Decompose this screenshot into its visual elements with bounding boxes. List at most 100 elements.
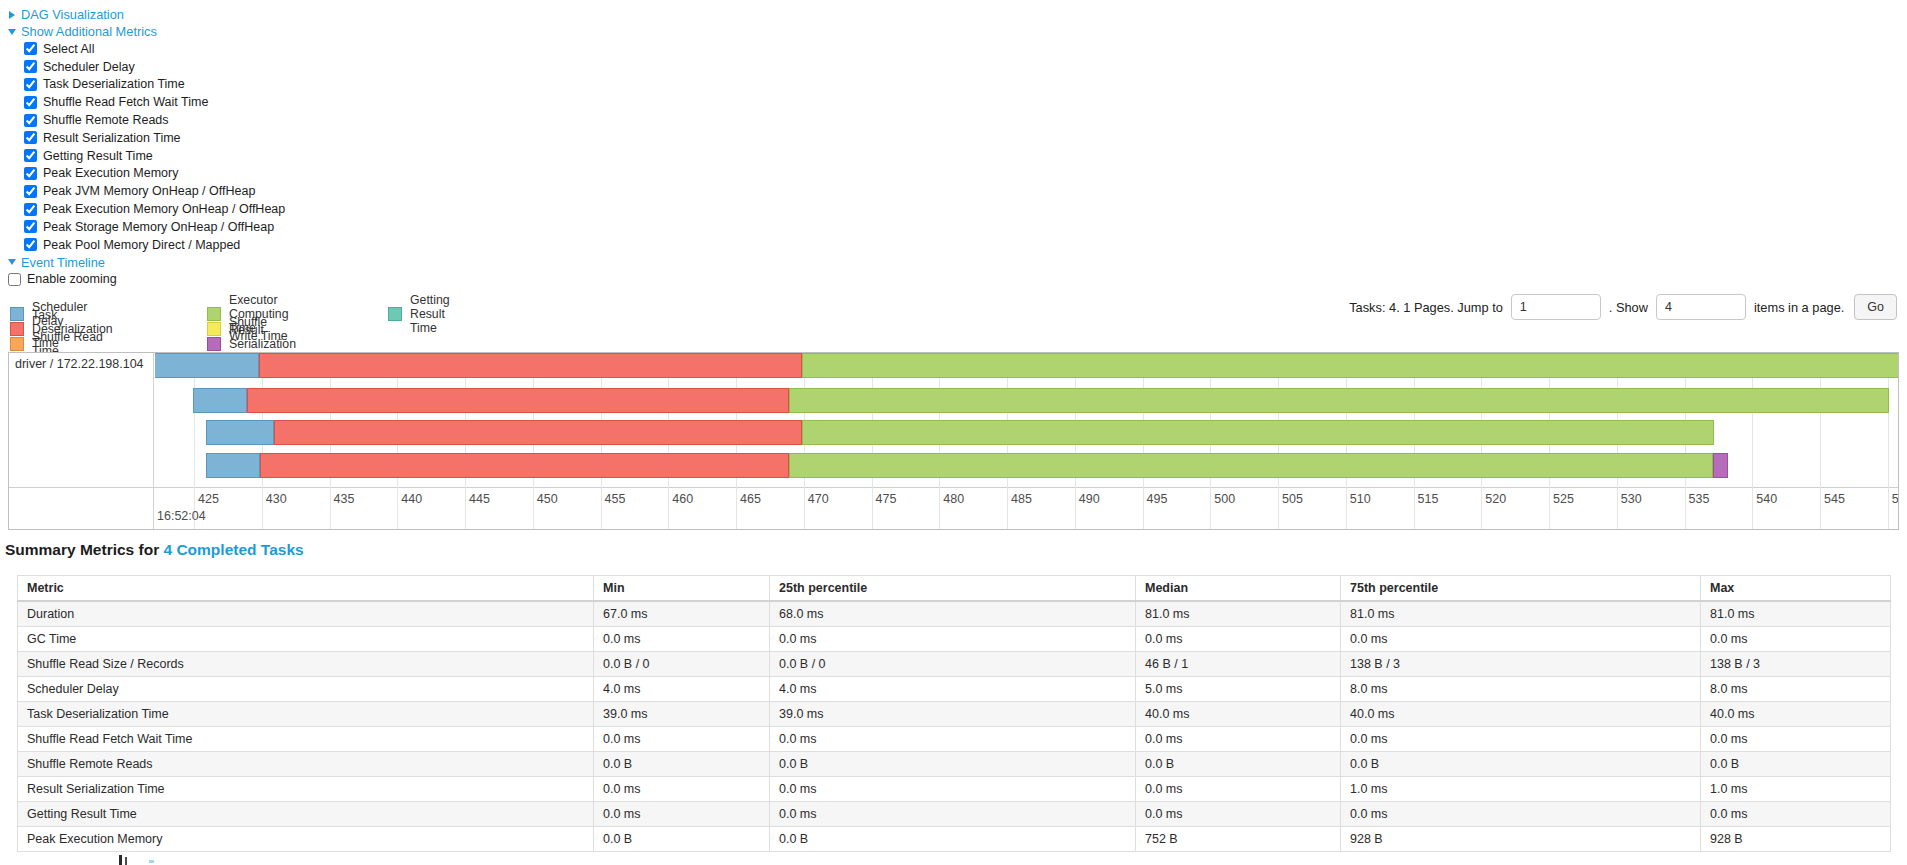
checkbox[interactable] <box>24 220 37 233</box>
task-bar-executor-computing[interactable] <box>789 388 1889 413</box>
caret-right-icon <box>9 11 15 19</box>
dag-visualization-toggle[interactable]: DAG Visualization <box>8 6 285 23</box>
metric-value-cell: 0.0 B <box>770 752 1136 777</box>
checkbox[interactable] <box>24 42 37 55</box>
metric-checkbox-peak-execution-memory-onheap-offheap[interactable]: Peak Execution Memory OnHeap / OffHeap <box>24 200 285 218</box>
metric-value-cell: 0.0 ms <box>1341 802 1701 827</box>
task-bar-executor-computing[interactable] <box>802 420 1714 445</box>
metric-checkbox-label: Shuffle Remote Reads <box>43 113 169 127</box>
table-row-getting-result-time: Getting Result Time0.0 ms0.0 ms0.0 ms0.0… <box>18 802 1891 827</box>
clipped-next-section <box>149 860 154 863</box>
pagination-prefix: Tasks: 4. 1 Pages. Jump to <box>1349 300 1503 315</box>
timeline-tick-label: 505 <box>1282 492 1303 506</box>
checkbox[interactable] <box>24 149 37 162</box>
table-row-shuffle-read-fetch-wait-time: Shuffle Read Fetch Wait Time 0.0 ms0.0 ms… <box>18 727 1891 752</box>
legend-column: Scheduler DelayTask Deserialization Time… <box>10 307 113 351</box>
checkbox[interactable] <box>24 167 37 180</box>
metric-checkbox-scheduler-delay[interactable]: Scheduler Delay <box>24 58 285 76</box>
checkbox[interactable] <box>8 273 21 286</box>
metric-value-cell: 67.0 ms <box>594 601 770 627</box>
metric-value-cell: 8.0 ms <box>1341 677 1701 702</box>
task-bar-task-deserialization[interactable] <box>260 453 789 478</box>
checkbox[interactable] <box>24 114 37 127</box>
metric-checkbox-peak-execution-memory[interactable]: Peak Execution Memory <box>24 165 285 183</box>
table-row-shuffle-read-size-records: Shuffle Read Size / Records0.0 B / 00.0 … <box>18 652 1891 677</box>
timeline-tick-label: 445 <box>469 492 490 506</box>
metric-checkbox-peak-jvm-memory-onheap-offheap[interactable]: Peak JVM Memory OnHeap / OffHeap <box>24 182 285 200</box>
legend-swatch-icon <box>207 322 221 336</box>
task-bar-scheduler-delay[interactable] <box>155 353 259 378</box>
timeline-plot-area[interactable]: 4254304354404454504554604654704754804854… <box>155 353 1898 529</box>
timeline-tick-label: 435 <box>334 492 355 506</box>
metric-checkbox-shuffle-read-fetch-wait-time[interactable]: Shuffle Read Fetch Wait Time <box>24 93 285 111</box>
metric-value-cell: 39.0 ms <box>594 702 770 727</box>
checkbox[interactable] <box>24 185 37 198</box>
event-timeline-chart: driver / 172.22.198.104 4254304354404454… <box>8 352 1899 530</box>
metric-checkbox-label: Peak Execution Memory OnHeap / OffHeap <box>43 202 285 216</box>
metric-value-cell: 0.0 ms <box>770 777 1136 802</box>
task-bar-task-deserialization[interactable] <box>274 420 803 445</box>
go-button[interactable]: Go <box>1854 294 1897 320</box>
checkbox[interactable] <box>24 203 37 216</box>
timeline-gridline <box>1888 353 1889 529</box>
caret-down-icon <box>8 29 16 35</box>
metric-checkbox-task-deserialization-time[interactable]: Task Deserialization Time <box>24 76 285 94</box>
checkbox[interactable] <box>24 131 37 144</box>
timeline-tick-label: 530 <box>1621 492 1642 506</box>
task-bar-scheduler-delay[interactable] <box>206 420 274 445</box>
metric-value-cell: 0.0 ms <box>1136 777 1341 802</box>
metric-checkbox-peak-pool-memory-direct-mapped[interactable]: Peak Pool Memory Direct / Mapped <box>24 236 285 254</box>
timeline-tick-label: 485 <box>1011 492 1032 506</box>
table-header-max: Max <box>1701 576 1891 602</box>
metric-value-cell: 0.0 B / 0 <box>770 652 1136 677</box>
additional-metrics-list: Select All Scheduler Delay Task Deserializ… <box>8 40 285 254</box>
metric-name-cell: Shuffle Read Size / Records <box>18 652 594 677</box>
metric-checkbox-shuffle-remote-reads[interactable]: Shuffle Remote Reads <box>24 111 285 129</box>
legend-item-result-serialization-time: Result Serialization Time <box>207 337 296 352</box>
task-bar-scheduler-delay[interactable] <box>193 388 247 413</box>
jump-to-page-input[interactable] <box>1511 294 1601 320</box>
items-per-page-input[interactable] <box>1656 294 1746 320</box>
metric-value-cell: 39.0 ms <box>770 702 1136 727</box>
metric-value-cell: 0.0 ms <box>770 802 1136 827</box>
summary-metrics-table: MetricMin25th percentileMedian75th perce… <box>17 575 1891 852</box>
enable-zooming-checkbox[interactable]: Enable zooming <box>8 271 285 289</box>
timeline-tick-label: 520 <box>1485 492 1506 506</box>
timeline-tick-label: 490 <box>1079 492 1100 506</box>
task-bar-result-serialization[interactable] <box>1713 453 1728 478</box>
metric-checkbox-label: Scheduler Delay <box>43 60 135 74</box>
metric-checkbox-peak-storage-memory-onheap-offheap[interactable]: Peak Storage Memory OnHeap / OffHeap <box>24 218 285 236</box>
checkbox[interactable] <box>24 78 37 91</box>
timeline-tick-label: 515 <box>1418 492 1439 506</box>
task-pagination: Tasks: 4. 1 Pages. Jump to . Show items … <box>1349 294 1897 320</box>
task-bar-scheduler-delay[interactable] <box>206 453 260 478</box>
checkbox[interactable] <box>24 60 37 73</box>
checkbox[interactable] <box>24 238 37 251</box>
legend-item-shuffle-read-time: Shuffle Read Time <box>10 337 113 352</box>
show-additional-metrics-toggle[interactable]: Show Additional Metrics <box>8 23 285 40</box>
checkbox[interactable] <box>24 96 37 109</box>
metric-checkbox-result-serialization-time[interactable]: Result Serialization Time <box>24 129 285 147</box>
metric-value-cell: 68.0 ms <box>770 601 1136 627</box>
task-bar-task-deserialization[interactable] <box>259 353 802 378</box>
metric-checkbox-select-all[interactable]: Select All <box>24 40 285 58</box>
table-header-min: Min <box>594 576 770 602</box>
legend-swatch-icon <box>388 307 402 321</box>
metric-value-cell: 0.0 ms <box>1341 727 1701 752</box>
enable-zooming-label: Enable zooming <box>27 272 117 286</box>
metric-value-cell: 0.0 ms <box>1136 727 1341 752</box>
metric-value-cell: 0.0 B <box>770 827 1136 852</box>
metric-value-cell: 138 B / 3 <box>1341 652 1701 677</box>
task-bar-executor-computing[interactable] <box>789 453 1713 478</box>
completed-tasks-link[interactable]: 4 Completed Tasks <box>164 541 304 558</box>
timeline-tick-label: 550 <box>1892 492 1898 506</box>
event-timeline-toggle[interactable]: Event Timeline <box>8 254 285 271</box>
task-bar-task-deserialization[interactable] <box>247 388 789 413</box>
metric-name-cell: Shuffle Read Fetch Wait Time <box>18 727 594 752</box>
timeline-tick-label: 450 <box>537 492 558 506</box>
task-bar-executor-computing[interactable] <box>802 353 1898 378</box>
metric-name-cell: Getting Result Time <box>18 802 594 827</box>
metric-value-cell: 8.0 ms <box>1701 677 1891 702</box>
metric-name-cell: Task Deserialization Time <box>18 702 594 727</box>
metric-checkbox-getting-result-time[interactable]: Getting Result Time <box>24 147 285 165</box>
